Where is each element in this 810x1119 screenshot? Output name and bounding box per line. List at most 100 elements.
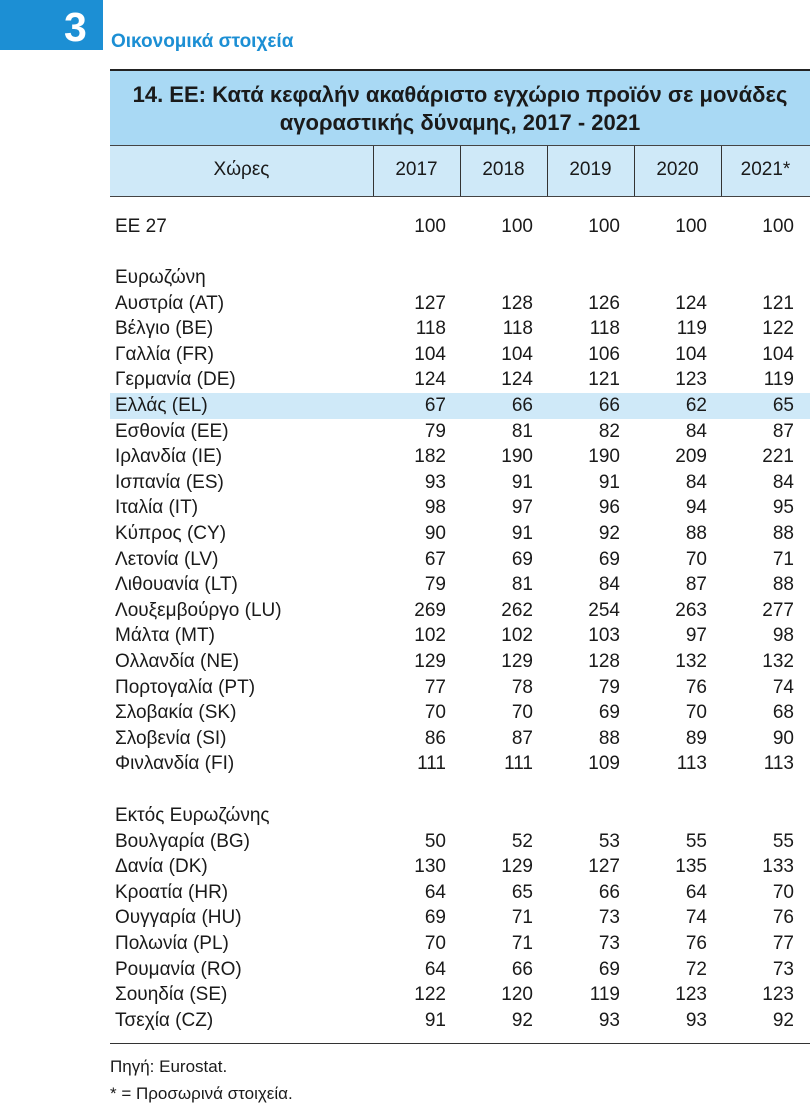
value-cell: 262 [501, 599, 533, 621]
row-label: Ιταλία (IT) [115, 497, 199, 519]
value-cell: 55 [685, 830, 707, 852]
value-cell: 52 [511, 830, 533, 852]
value-cell: 66 [598, 881, 620, 903]
table-bottom-rule [110, 1043, 810, 1044]
column-divider [634, 146, 635, 196]
value-cell: 77 [424, 676, 446, 698]
row-label: Γερμανία (DE) [115, 369, 236, 391]
value-cell: 92 [598, 523, 620, 544]
row-label: Τσεχία (CZ) [115, 1009, 214, 1031]
value-cell: 71 [511, 907, 533, 929]
value-cell: 129 [414, 651, 446, 672]
chapter-number-box: 3 [0, 0, 103, 50]
table-row: Βέλγιο (BE) 118 118 118 119 122 [110, 316, 810, 342]
value-cell: 79 [424, 574, 446, 596]
section-heading: Εκτός Ευρωζώνης [115, 805, 270, 826]
value-cell: 68 [772, 702, 794, 724]
value-cell: 84 [772, 471, 794, 493]
table-row: Σλοβενία (SI) 86 87 88 89 90 [110, 726, 810, 752]
value-cell: 91 [424, 1009, 446, 1031]
value-cell: 133 [762, 856, 794, 878]
value-cell: 70 [424, 933, 446, 954]
value-cell: 104 [762, 343, 794, 365]
value-cell: 76 [685, 933, 707, 954]
value-cell: 69 [598, 702, 620, 724]
value-cell: 123 [762, 984, 794, 1006]
value-cell: 93 [598, 1009, 620, 1031]
value-cell: 122 [762, 318, 794, 340]
value-cell: 190 [588, 446, 620, 468]
value-cell: 69 [598, 548, 620, 570]
value-cell: 90 [772, 727, 794, 749]
row-label: Ισπανία (ES) [115, 471, 224, 493]
value-cell: 76 [685, 676, 707, 698]
table-title-line-2: αγοραστικής δύναμης, 2017 - 2021 [279, 110, 641, 135]
value-cell: 71 [511, 933, 533, 954]
value-cell: 76 [772, 907, 794, 929]
value-cell: 65 [511, 881, 533, 903]
table-row: Σουηδία (SE) 122 120 119 123 123 [110, 982, 810, 1008]
value-cell: 87 [685, 574, 707, 596]
value-cell: 277 [762, 599, 794, 621]
value-cell: 209 [675, 446, 707, 468]
value-cell: 100 [762, 216, 794, 237]
section-heading: Ευρωζώνη [115, 267, 206, 288]
column-header-2020: 2020 [656, 159, 699, 180]
value-cell: 97 [685, 625, 707, 647]
column-header-2021: 2021* [740, 159, 791, 180]
value-cell: 100 [414, 216, 446, 237]
table-row: ΕΕ 27 100 100 100 100 100 [110, 214, 810, 240]
value-cell: 87 [511, 727, 533, 749]
row-label: Πολωνία (PL) [115, 933, 229, 954]
value-cell: 64 [424, 958, 446, 980]
value-cell: 123 [675, 369, 707, 391]
value-cell: 67 [424, 395, 446, 416]
value-cell: 122 [414, 984, 446, 1006]
value-cell: 84 [685, 420, 707, 442]
value-cell: 132 [675, 651, 707, 672]
value-cell: 119 [589, 984, 620, 1006]
value-cell: 50 [424, 830, 446, 852]
value-cell: 111 [504, 753, 533, 775]
source-note: Πηγή: Eurostat. [110, 1057, 228, 1076]
value-cell: 121 [762, 292, 794, 314]
value-cell: 70 [772, 881, 794, 903]
value-cell: 77 [772, 933, 794, 954]
value-cell: 127 [588, 856, 620, 878]
value-cell: 70 [511, 702, 533, 724]
section-heading-row: Εκτός Ευρωζώνης [110, 803, 810, 829]
value-cell: 129 [501, 856, 533, 878]
row-label: Λουξεμβούργο (LU) [115, 599, 282, 621]
row-label: Κύπρος (CY) [115, 523, 227, 544]
value-cell: 103 [588, 625, 620, 647]
column-header-2019: 2019 [569, 159, 612, 180]
value-cell: 78 [511, 676, 533, 698]
chapter-title: Οικονομικά στοιχεία [111, 31, 294, 52]
value-cell: 119 [763, 369, 794, 391]
value-cell: 221 [762, 446, 794, 468]
value-cell: 118 [589, 318, 620, 340]
row-label: Ολλανδία (NE) [115, 651, 240, 672]
value-cell: 70 [685, 702, 707, 724]
value-cell: 73 [772, 958, 794, 980]
table-row: Γαλλία (FR) 104 104 106 104 104 [110, 342, 810, 368]
value-cell: 70 [685, 548, 707, 570]
table-row: Βουλγαρία (BG) 50 52 53 55 55 [110, 829, 810, 855]
value-cell: 104 [675, 343, 707, 365]
value-cell: 124 [501, 369, 533, 391]
table-title-line-1: 14. ΕΕ: Κατά κεφαλήν ακαθάριστο εγχώριο … [132, 82, 788, 107]
value-cell: 81 [511, 420, 533, 442]
value-cell: 69 [598, 958, 620, 980]
column-divider [373, 146, 374, 196]
value-cell: 69 [511, 548, 533, 570]
value-cell: 128 [588, 651, 620, 672]
value-cell: 66 [511, 958, 533, 980]
value-cell: 102 [414, 625, 446, 647]
column-divider [721, 146, 722, 196]
value-cell: 91 [598, 471, 620, 493]
value-cell: 67 [424, 548, 446, 570]
table-title: 14. ΕΕ: Κατά κεφαλήν ακαθάριστο εγχώριο … [110, 69, 810, 146]
table-row: Τσεχία (CZ) 91 92 93 93 92 [110, 1008, 810, 1034]
value-cell: 64 [424, 881, 446, 903]
value-cell: 81 [511, 574, 533, 596]
